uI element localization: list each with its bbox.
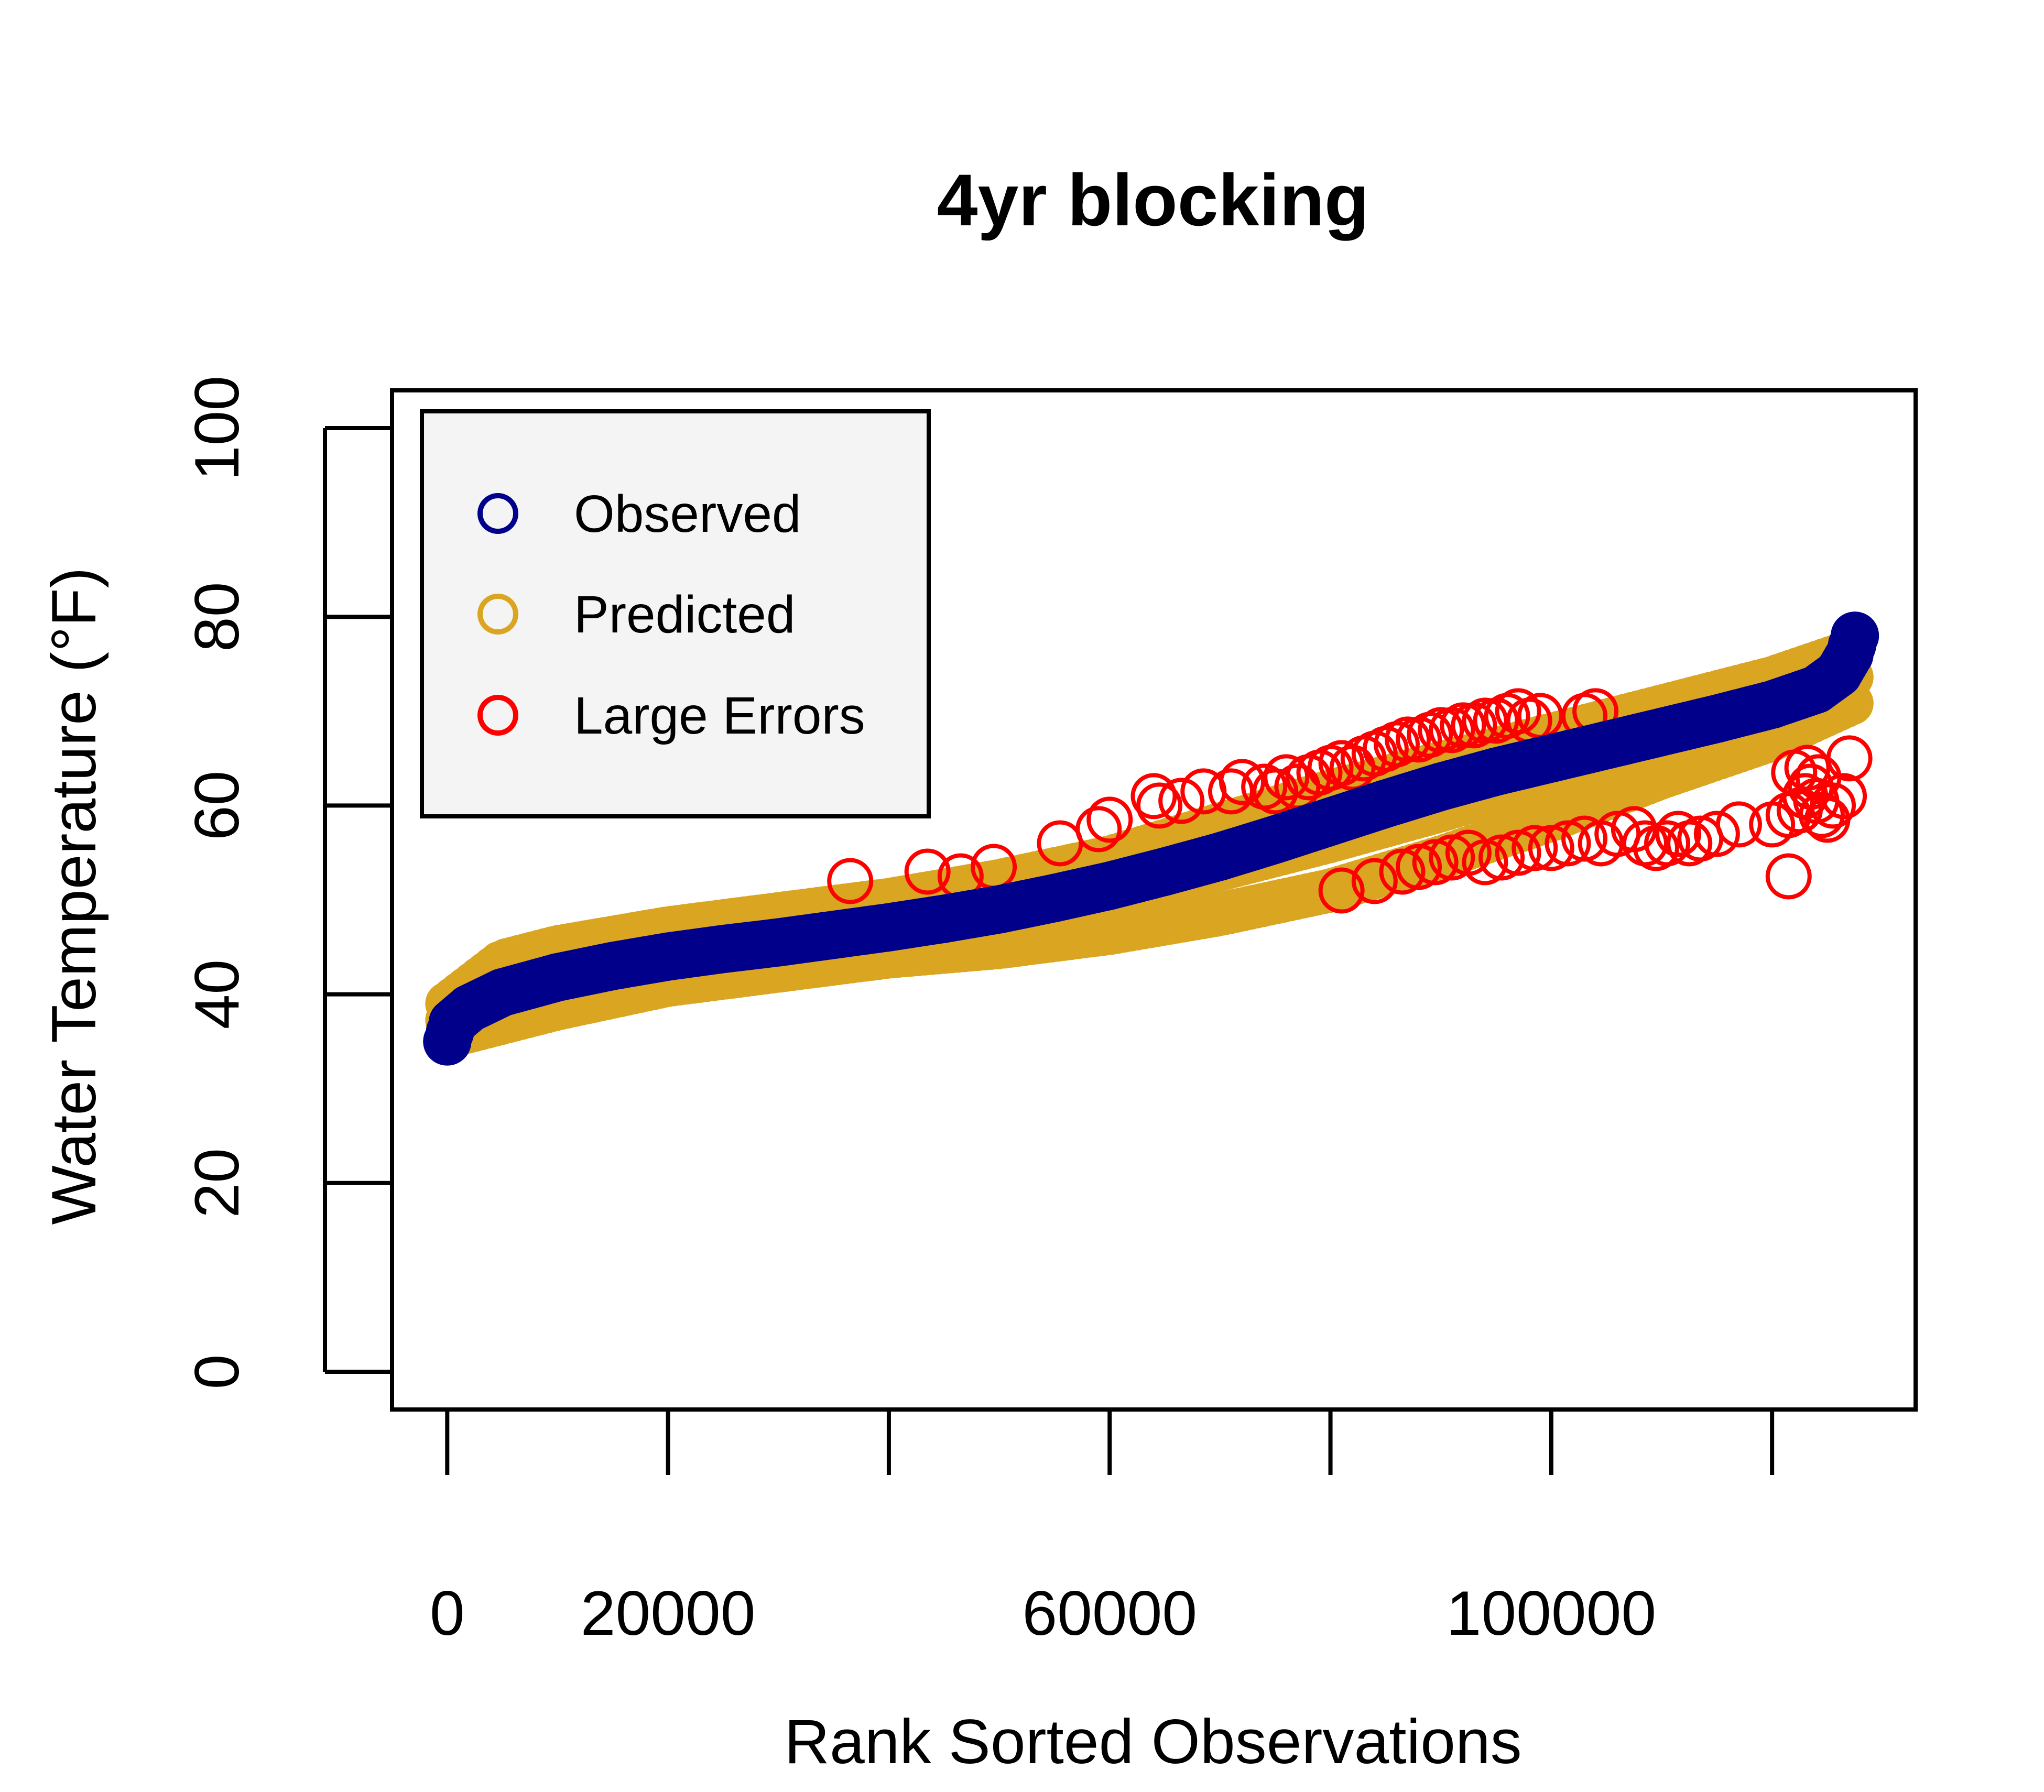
y-axis: 0 20 40 60 80 100	[182, 376, 392, 1389]
large-error-point	[1561, 815, 1608, 862]
x-tick-label: 0	[430, 1578, 465, 1648]
large-error-point	[1075, 806, 1122, 853]
large-error-point	[1495, 688, 1541, 735]
x-axis: 0 20000 60000 100000	[430, 1407, 1775, 1648]
observed-point	[1417, 762, 1465, 811]
large-error-point	[1263, 754, 1310, 801]
observed-point	[1140, 847, 1189, 896]
large-error-point	[1379, 848, 1426, 895]
large-error-point	[1158, 778, 1205, 824]
y-tick-label: 20	[182, 1148, 252, 1218]
large-error-point	[1715, 801, 1762, 848]
large-error-point	[1086, 796, 1133, 843]
observed-point	[1306, 797, 1355, 846]
observed-point	[533, 953, 582, 1002]
y-tick-label: 60	[182, 771, 252, 840]
plot-marks	[423, 611, 1879, 1066]
x-tick-label: 60000	[1022, 1578, 1197, 1648]
large-error-point	[1644, 820, 1691, 867]
x-tick-label: 20000	[581, 1578, 756, 1648]
observed-point	[699, 925, 747, 974]
large-error-point	[1252, 768, 1299, 815]
legend-predicted-icon	[477, 594, 518, 635]
y-tick-label: 80	[182, 582, 252, 651]
large-error-point	[1478, 834, 1525, 881]
observed-point	[1692, 694, 1741, 743]
observed-point	[644, 932, 692, 981]
large-error-point	[1440, 702, 1486, 749]
large-error-point	[1136, 782, 1183, 829]
observed-point	[809, 911, 858, 959]
large-error-point	[1821, 773, 1867, 819]
x-tick-label: 100000	[1447, 1578, 1656, 1648]
large-error-point	[1462, 697, 1508, 744]
large-error-point	[1512, 825, 1558, 871]
large-error-point	[904, 848, 951, 895]
large-error-point	[1418, 707, 1464, 753]
large-error-point	[1655, 811, 1702, 857]
large-error-point	[827, 858, 874, 904]
observed-point	[1195, 832, 1244, 881]
large-error-point	[1810, 782, 1856, 829]
large-error-point	[1528, 825, 1574, 871]
legend-large-errors-icon	[477, 695, 518, 736]
large-error-point	[1385, 716, 1431, 763]
large-error-point	[1130, 773, 1177, 819]
observed-point	[1527, 734, 1575, 783]
observed-point	[1472, 747, 1520, 796]
large-error-point	[1495, 829, 1541, 876]
y-tick-label: 40	[182, 959, 252, 1029]
observed-series	[423, 611, 1879, 1066]
x-axis-label: Rank Sorted Observations	[784, 1707, 1521, 1777]
observed-point	[920, 894, 969, 943]
large-error-point	[1351, 858, 1398, 904]
observed-point	[975, 885, 1024, 934]
observed-point	[478, 968, 527, 1017]
legend: Observed Predicted Large Errors	[420, 409, 931, 818]
observed-point	[1251, 815, 1300, 864]
observed-point	[1085, 861, 1134, 910]
legend-box	[420, 409, 931, 818]
y-tick-label: 0	[182, 1354, 252, 1390]
large-error-point	[1765, 853, 1812, 900]
large-error-point	[1396, 844, 1442, 890]
large-error-point	[1545, 820, 1591, 867]
observed-point	[1030, 873, 1079, 922]
legend-predicted-label: Predicted	[574, 585, 795, 644]
legend-observed-icon	[477, 493, 518, 534]
large-error-point	[1693, 811, 1740, 857]
y-tick-label: 100	[182, 376, 252, 480]
large-error-point	[1462, 839, 1508, 886]
observed-point	[1637, 707, 1686, 756]
observed-point	[1361, 779, 1410, 828]
y-axis-label: Water Temperature (°F)	[39, 567, 109, 1225]
observed-point	[1831, 611, 1879, 660]
observed-point	[864, 903, 913, 952]
legend-large-errors-label: Large Errors	[574, 686, 865, 745]
large-error-point	[1429, 834, 1475, 881]
large-error-point	[1318, 867, 1365, 914]
large-error-point	[1208, 768, 1254, 815]
observed-point	[1582, 721, 1631, 770]
large-error-point	[1826, 735, 1873, 782]
large-error-point	[1412, 839, 1459, 886]
chart-title: 4yr blocking	[937, 159, 1369, 241]
observed-point	[1748, 680, 1797, 729]
legend-observed-label: Observed	[574, 485, 801, 543]
observed-point	[754, 918, 803, 967]
large-error-point	[1219, 759, 1266, 805]
observed-point	[589, 942, 637, 990]
